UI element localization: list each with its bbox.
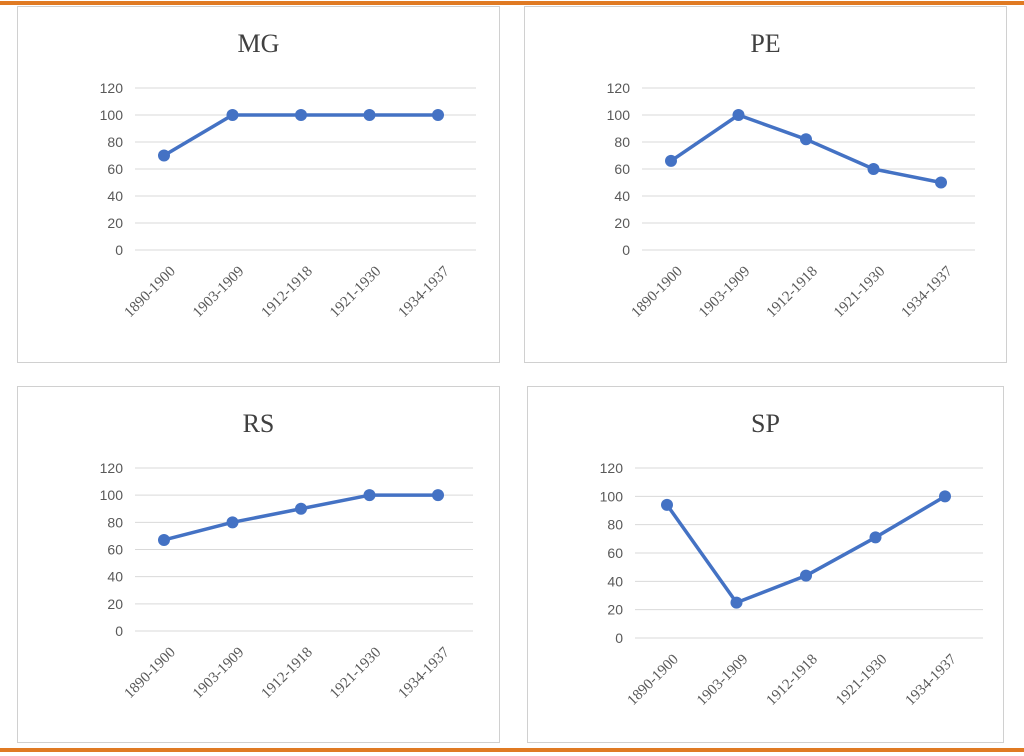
chart-panel-sp: SP 0 20 40 60 80 100 120 1890-1900 1903-1909 1912… xyxy=(527,386,1004,743)
y-tick-label: 80 xyxy=(614,134,630,150)
y-tick-label: 0 xyxy=(622,242,630,258)
series-line xyxy=(162,493,440,542)
chart-panel-rs: RS 0 20 40 60 80 100 120 1890-1900 1903-1909 1912… xyxy=(17,386,500,743)
data-point xyxy=(363,489,376,502)
data-point xyxy=(730,596,743,609)
data-point xyxy=(432,489,444,502)
data-point xyxy=(363,109,376,121)
data-point xyxy=(226,516,239,529)
data-point xyxy=(295,502,307,515)
chart-svg: 0 20 40 60 80 100 120 1890-1900 1903-1909 1912-19… xyxy=(100,460,473,702)
y-tick-label: 100 xyxy=(100,107,124,123)
x-tick-label: 1903-1909 xyxy=(694,652,751,709)
chart-panel-mg: MG 0 20 40 60 80 100 120 1890-1900 1903-1909 1912… xyxy=(17,6,500,363)
x-tick-label: 1912-1918 xyxy=(259,264,316,321)
chart-svg: 0 20 40 60 80 100 120 1890-1900 1903-1909 1912-19… xyxy=(100,80,476,321)
data-point xyxy=(867,163,880,175)
y-tick-label: 120 xyxy=(100,460,124,476)
x-tick-label: 1921-1930 xyxy=(327,264,384,321)
data-point xyxy=(158,149,170,162)
y-tick-label: 100 xyxy=(600,488,624,504)
data-point xyxy=(226,109,239,121)
y-tick-label: 20 xyxy=(107,215,123,231)
x-tick-label: 1890-1900 xyxy=(629,264,686,321)
y-tick-label: 120 xyxy=(100,80,124,96)
y-tick-label: 0 xyxy=(115,242,123,258)
x-tick-label: 1912-1918 xyxy=(764,264,821,321)
x-tick-label: 1921-1930 xyxy=(831,264,888,321)
y-tick-label: 40 xyxy=(614,188,630,204)
chart-title: SP xyxy=(751,409,780,438)
series-line xyxy=(669,113,943,185)
data-point xyxy=(800,133,812,146)
y-tick-label: 60 xyxy=(614,161,630,177)
y-tick-label: 120 xyxy=(607,80,631,96)
x-tick-label: 1912-1918 xyxy=(259,645,316,702)
y-tick-label: 40 xyxy=(607,573,623,589)
y-tick-label: 60 xyxy=(607,545,623,561)
x-tick-label: 1903-1909 xyxy=(190,264,247,321)
y-tick-label: 80 xyxy=(607,517,623,533)
chart-title: MG xyxy=(237,29,280,58)
y-tick-label: 60 xyxy=(107,161,123,177)
chart-svg: 0 20 40 60 80 100 120 1890-1900 1903-1909 1912-19… xyxy=(600,460,983,709)
x-tick-label: 1921-1930 xyxy=(327,645,384,702)
x-tick-label: 1903-1909 xyxy=(696,264,753,321)
data-point xyxy=(295,109,307,121)
y-tick-label: 0 xyxy=(115,623,123,639)
bottom-accent-rule xyxy=(0,748,1024,752)
data-point xyxy=(939,490,951,503)
y-tick-label: 80 xyxy=(107,134,123,150)
top-accent-rule xyxy=(0,1,1024,5)
y-tick-label: 120 xyxy=(600,460,624,476)
data-point xyxy=(661,498,673,511)
data-point xyxy=(665,154,677,167)
x-tick-label: 1890-1900 xyxy=(122,645,179,702)
x-tick-label: 1890-1900 xyxy=(122,264,179,321)
data-point xyxy=(800,569,812,582)
data-point xyxy=(869,531,882,544)
x-tick-label: 1934-1937 xyxy=(396,644,454,702)
y-tick-label: 60 xyxy=(107,542,123,558)
y-tick-label: 20 xyxy=(607,602,623,618)
y-tick-label: 80 xyxy=(107,514,123,530)
y-tick-label: 40 xyxy=(107,188,123,204)
chart-panel-pe: PE 0 20 40 60 80 100 120 1890-1900 1903-1909 1912… xyxy=(524,6,1007,363)
series-line xyxy=(162,113,440,158)
data-point xyxy=(732,109,745,121)
x-tick-label: 1890-1900 xyxy=(625,652,682,709)
x-tick-label: 1921-1930 xyxy=(833,652,890,709)
y-tick-label: 0 xyxy=(615,630,623,646)
chart-svg: 0 20 40 60 80 100 120 1890-1900 1903-1909 1912-19… xyxy=(607,80,975,321)
y-tick-label: 20 xyxy=(614,215,630,231)
data-point xyxy=(158,533,170,546)
x-tick-label: 1903-1909 xyxy=(190,645,247,702)
x-tick-label: 1934-1937 xyxy=(396,263,454,321)
x-tick-label: 1912-1918 xyxy=(764,652,821,709)
chart-title: PE xyxy=(750,29,781,58)
y-tick-label: 100 xyxy=(100,487,124,503)
data-point xyxy=(935,176,947,189)
y-tick-label: 100 xyxy=(607,107,631,123)
chart-title: RS xyxy=(242,409,275,438)
data-point xyxy=(432,109,444,121)
y-tick-label: 40 xyxy=(107,569,123,585)
x-tick-label: 1934-1937 xyxy=(899,263,957,321)
series-line xyxy=(665,494,947,605)
x-tick-label: 1934-1937 xyxy=(903,651,961,709)
y-tick-label: 20 xyxy=(107,596,123,612)
